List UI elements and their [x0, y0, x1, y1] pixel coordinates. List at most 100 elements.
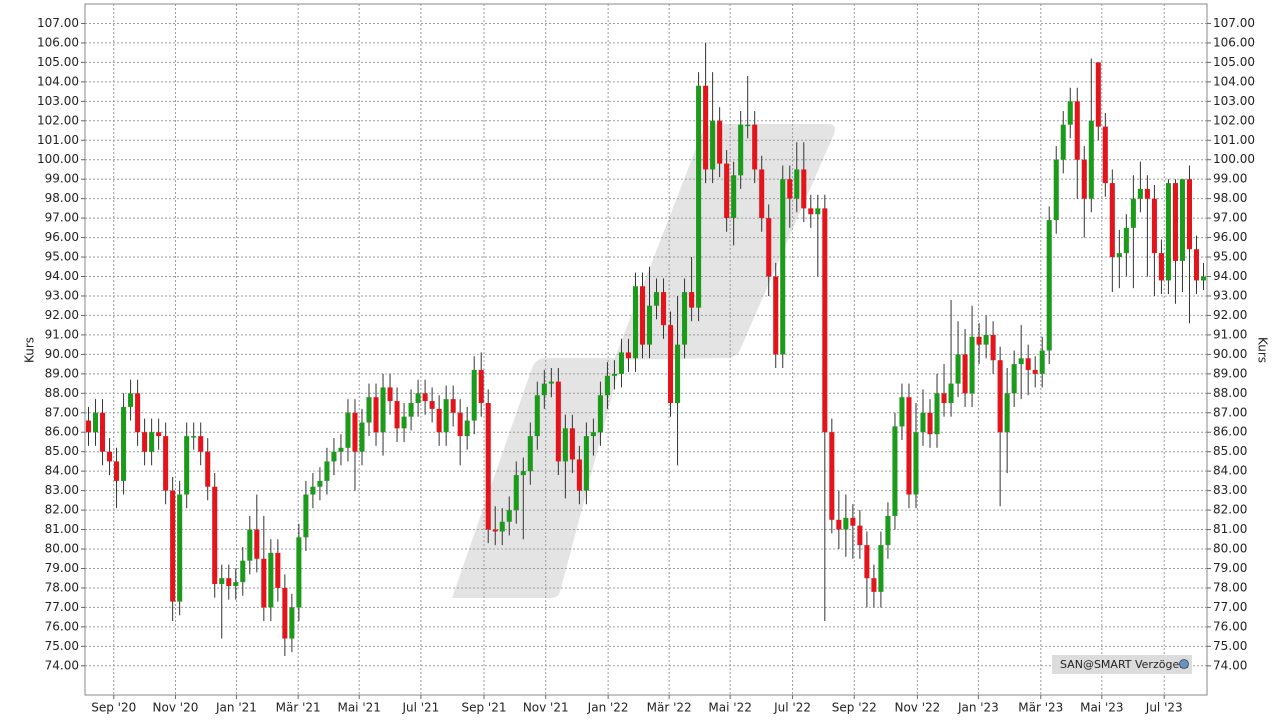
candle-body [1179, 179, 1185, 261]
y-tick-label: 103.00 [37, 94, 79, 108]
candle-body [163, 436, 169, 491]
candle-body [969, 336, 975, 394]
candle-body [1172, 183, 1178, 261]
candle-body [1130, 198, 1136, 228]
y2-tick-label: 93.00 [1213, 288, 1247, 302]
candle-body [149, 432, 155, 452]
candle-body [639, 286, 646, 345]
candle-body [331, 451, 337, 462]
source-box [1052, 655, 1192, 674]
x-tick-label: Nov '22 [894, 701, 940, 715]
y2-tick-label: 105.00 [1213, 55, 1255, 69]
candle-body [597, 395, 603, 433]
candle-body [1144, 188, 1150, 199]
candle-body [941, 393, 947, 404]
candle-body [282, 587, 288, 639]
candle-body [822, 208, 828, 433]
candle-body [324, 461, 330, 481]
candle-body [815, 208, 821, 215]
candle-body [934, 393, 940, 435]
candle-body [1151, 198, 1157, 254]
y2-tick-label: 84.00 [1213, 464, 1247, 478]
y2-tick-label: 95.00 [1213, 250, 1247, 264]
candle-body [590, 432, 596, 437]
candle-body [317, 480, 323, 487]
y2-tick-label: 86.00 [1213, 425, 1247, 439]
candle-body [787, 179, 793, 199]
candle-body [1025, 358, 1031, 370]
candle-body [794, 169, 800, 199]
y-tick-label: 95.00 [45, 250, 79, 264]
candle-body [310, 486, 316, 495]
candle-body [233, 582, 239, 586]
candle-body [1074, 101, 1080, 160]
candle-body [142, 432, 148, 452]
candle-body [184, 436, 190, 495]
y-tick-label: 96.00 [45, 230, 79, 244]
candle-body [892, 426, 898, 516]
candle-body [1186, 179, 1192, 250]
y-tick-label: 106.00 [37, 35, 79, 49]
candle-body [436, 408, 442, 433]
candle-body [457, 412, 463, 437]
candle-body [689, 292, 695, 308]
candle-body [625, 352, 631, 359]
candle-body [534, 395, 540, 437]
candle-body [387, 387, 393, 402]
candle-body [1165, 183, 1171, 281]
candle-body [303, 494, 309, 538]
candle-body [759, 169, 765, 219]
y-tick-label: 98.00 [45, 191, 79, 205]
y2-tick-label: 77.00 [1213, 600, 1247, 614]
candle-body [1095, 62, 1101, 127]
candle-body [604, 375, 610, 396]
candle-body [296, 537, 302, 608]
y2-tick-label: 106.00 [1213, 35, 1255, 49]
y2-tick-label: 102.00 [1213, 113, 1255, 127]
x-tick-label: Mai '23 [1080, 701, 1123, 715]
y-tick-label: 101.00 [37, 133, 79, 147]
y-tick-label: 89.00 [45, 366, 79, 380]
x-tick-label: Nov '21 [523, 701, 569, 715]
x-tick-label: Jan '23 [957, 701, 999, 715]
candle-body [1060, 124, 1066, 160]
candle-body [675, 344, 681, 404]
y2-axis-label: Kurs [1256, 337, 1270, 363]
x-tick-label: Mai '22 [708, 701, 751, 715]
candle-body [156, 432, 162, 437]
candle-body [906, 397, 912, 495]
candle-body [177, 494, 183, 602]
candle-body [415, 393, 421, 404]
candle-body [1004, 393, 1010, 433]
candle-body [724, 163, 730, 219]
candle-body [990, 334, 996, 361]
candle-body [520, 471, 526, 476]
y2-tick-label: 80.00 [1213, 542, 1247, 556]
candle-body [1032, 369, 1038, 374]
candle-body [114, 461, 120, 481]
y2-tick-label: 90.00 [1213, 347, 1247, 361]
y2-tick-label: 75.00 [1213, 639, 1247, 653]
candle-body [422, 393, 428, 402]
candle-body [548, 381, 554, 384]
y-tick-label: 91.00 [45, 327, 79, 341]
x-tick-label: Mai '21 [337, 701, 380, 715]
candle-body [850, 517, 856, 526]
y-tick-label: 83.00 [45, 483, 79, 497]
candle-body [226, 578, 232, 586]
candle-body [289, 607, 295, 639]
candle-body [1200, 276, 1207, 281]
y-tick-label: 84.00 [45, 464, 79, 478]
x-tick-label: Sep '21 [462, 701, 507, 715]
candle-body [1102, 126, 1108, 184]
y-tick-label: 100.00 [37, 152, 79, 166]
candle-body [703, 85, 709, 170]
x-tick-label: Sep '22 [832, 701, 877, 715]
y2-tick-label: 78.00 [1213, 580, 1247, 594]
y-tick-label: 105.00 [37, 55, 79, 69]
candle-body [506, 510, 512, 522]
y-tick-label: 88.00 [45, 386, 79, 400]
y-axis-label: Kurs [23, 337, 37, 363]
candle-body [85, 420, 92, 433]
